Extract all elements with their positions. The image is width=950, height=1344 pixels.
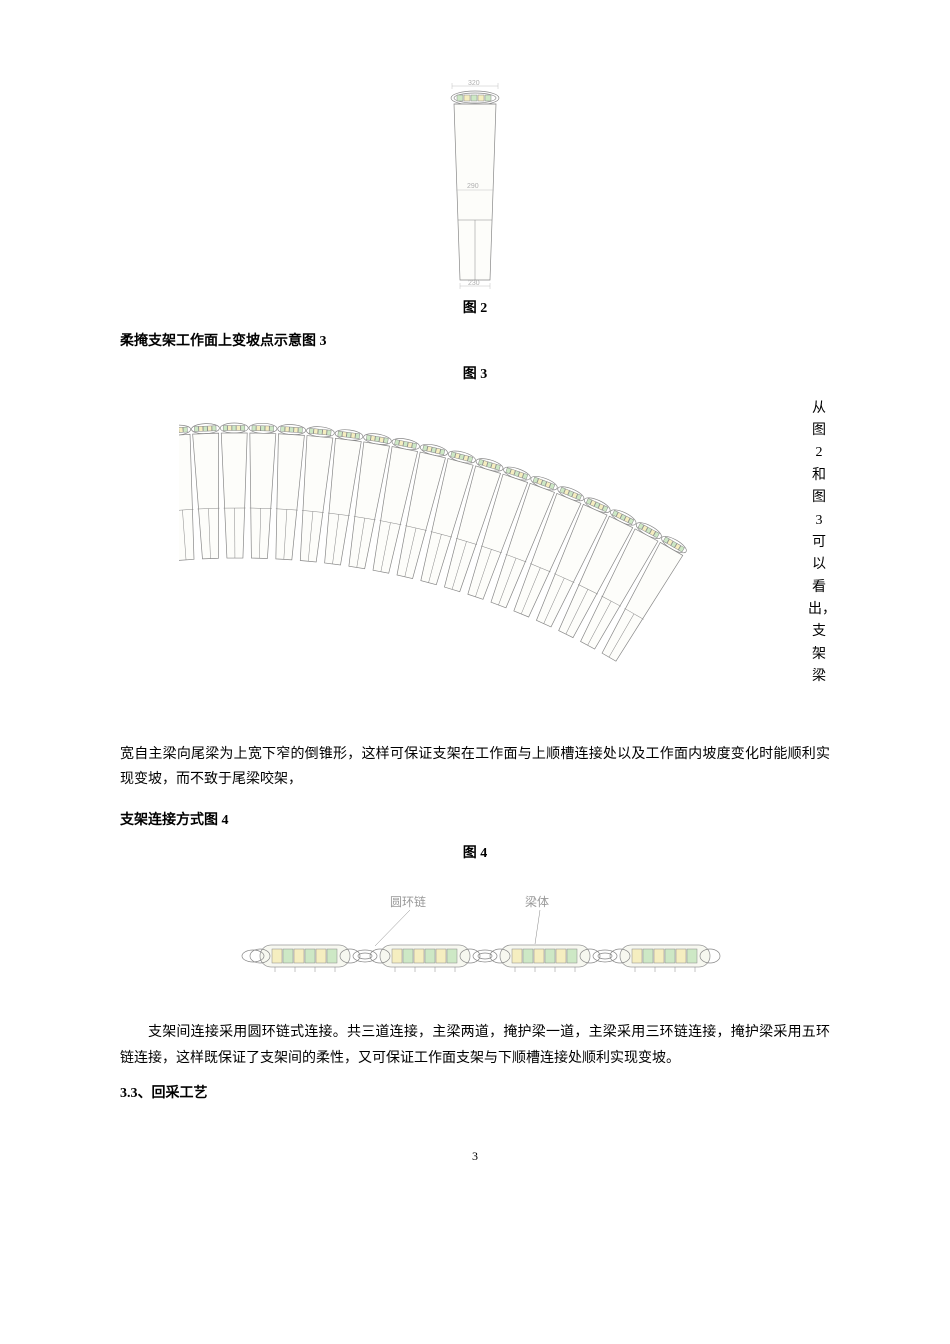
side-char: 看: [808, 577, 830, 599]
side-char: 支: [808, 621, 830, 643]
para-after-fig4: 支架间连接采用圆环链式连接。共三道连接，主梁两道，掩护梁一道，主梁采用三环链连接…: [120, 1020, 830, 1070]
side-char: 从: [808, 398, 830, 420]
figure-2-caption: 图 2: [120, 296, 830, 321]
figure-3-svg: [179, 398, 739, 698]
figure-4-svg: 圆环链 梁体: [215, 886, 735, 996]
section-heading: 3.3、回采工艺: [120, 1081, 830, 1106]
heading-fig3: 柔掩支架工作面上变坡点示意图 3: [120, 329, 830, 354]
side-char: 可: [808, 532, 830, 554]
figure-2: 320 290 230: [120, 80, 830, 290]
figure-2-svg: 320 290 230: [420, 80, 530, 290]
dim-top: 320: [468, 80, 480, 87]
figure-4-caption: 图 4: [120, 841, 830, 866]
heading-fig4: 支架连接方式图 4: [120, 808, 830, 833]
side-char: 图: [808, 487, 830, 509]
figure-4: 圆环链 梁体: [120, 886, 830, 996]
side-char: 梁: [808, 666, 830, 688]
svg-text:梁体: 梁体: [525, 894, 549, 909]
side-char: 3: [808, 510, 830, 532]
svg-text:圆环链: 圆环链: [390, 894, 426, 909]
page-number: 3: [120, 1146, 830, 1168]
side-char: 2: [808, 442, 830, 464]
side-char: 架: [808, 644, 830, 666]
side-char: 和: [808, 465, 830, 487]
dim-mid: 290: [467, 183, 479, 190]
side-text-column: 从 图 2 和 图 3 可 以 看 出， 支 架 梁: [808, 398, 830, 689]
para-after-fig3: 宽自主梁向尾梁为上宽下窄的倒锥形，这样可保证支架在工作面与上顺槽连接处以及工作面…: [120, 742, 830, 792]
side-char: 以: [808, 554, 830, 576]
figure-3-block: 从 图 2 和 图 3 可 以 看 出， 支 架 梁: [120, 398, 830, 738]
figure-3-caption: 图 3: [120, 362, 830, 387]
dim-bottom: 230: [468, 280, 480, 287]
side-char: 出，: [808, 599, 830, 621]
side-char: 图: [808, 420, 830, 442]
